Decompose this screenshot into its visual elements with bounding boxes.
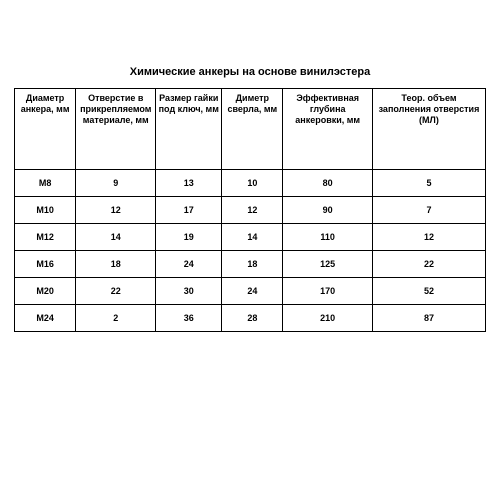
table-row: M20 22 30 24 170 52: [15, 278, 486, 305]
table-cell: 52: [372, 278, 485, 305]
table-cell: 24: [156, 251, 222, 278]
table-cell: M16: [15, 251, 76, 278]
table-cell: 14: [76, 224, 156, 251]
table-cell: 110: [283, 224, 372, 251]
table-row: M24 2 36 28 210 87: [15, 305, 486, 332]
table-cell: 12: [222, 197, 283, 224]
table-row: M10 12 17 12 90 7: [15, 197, 486, 224]
table-row: M12 14 19 14 110 12: [15, 224, 486, 251]
table-cell: 18: [76, 251, 156, 278]
table-cell: M10: [15, 197, 76, 224]
table-cell: 12: [76, 197, 156, 224]
table-cell: 210: [283, 305, 372, 332]
table-row: M8 9 13 10 80 5: [15, 170, 486, 197]
table-header-row: Диаметр анкера, мм Отверстие в прикрепля…: [15, 89, 486, 170]
col-header: Диметр сверла, мм: [222, 89, 283, 170]
table-cell: 170: [283, 278, 372, 305]
table-cell: 9: [76, 170, 156, 197]
table-cell: 22: [76, 278, 156, 305]
col-header: Эффективная глубина анкеровки, мм: [283, 89, 372, 170]
table-cell: 22: [372, 251, 485, 278]
table-cell: 24: [222, 278, 283, 305]
table-head: Диаметр анкера, мм Отверстие в прикрепля…: [15, 89, 486, 170]
page-wrap: Химические анкеры на основе винилэстера …: [0, 0, 500, 500]
table-cell: M24: [15, 305, 76, 332]
col-header: Размер гайки под ключ, мм: [156, 89, 222, 170]
table-cell: 19: [156, 224, 222, 251]
table-row: M16 18 24 18 125 22: [15, 251, 486, 278]
table-cell: 5: [372, 170, 485, 197]
table-cell: 14: [222, 224, 283, 251]
table-cell: M8: [15, 170, 76, 197]
col-header: Диаметр анкера, мм: [15, 89, 76, 170]
table-cell: 2: [76, 305, 156, 332]
table-cell: 28: [222, 305, 283, 332]
table-cell: 17: [156, 197, 222, 224]
table-cell: 90: [283, 197, 372, 224]
table-cell: 13: [156, 170, 222, 197]
table-cell: 36: [156, 305, 222, 332]
table-body: M8 9 13 10 80 5 M10 12 17 12 90 7 M12 14…: [15, 170, 486, 332]
col-header: Теор. объем заполнения отверстия (МЛ): [372, 89, 485, 170]
table-cell: 30: [156, 278, 222, 305]
table-cell: 87: [372, 305, 485, 332]
anchors-table: Диаметр анкера, мм Отверстие в прикрепля…: [14, 88, 486, 332]
table-cell: M12: [15, 224, 76, 251]
table-cell: 10: [222, 170, 283, 197]
table-title: Химические анкеры на основе винилэстера: [14, 66, 486, 78]
table-cell: 7: [372, 197, 485, 224]
table-cell: 18: [222, 251, 283, 278]
col-header: Отверстие в прикрепляемом материале, мм: [76, 89, 156, 170]
table-cell: 12: [372, 224, 485, 251]
table-cell: 125: [283, 251, 372, 278]
table-cell: M20: [15, 278, 76, 305]
table-cell: 80: [283, 170, 372, 197]
